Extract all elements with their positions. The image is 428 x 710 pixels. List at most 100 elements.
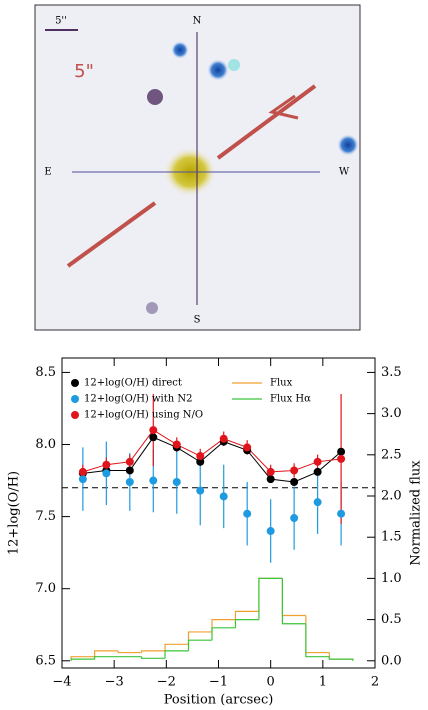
histogram-step [70,658,95,661]
x-tick-label: −2 [157,675,176,690]
legend-label: Flux [270,378,293,389]
histogram-step [305,615,330,654]
histogram-step [234,610,259,620]
histogram-step [211,618,236,632]
north-label: N [193,16,202,27]
histogram-step [94,650,119,657]
point [102,469,111,478]
legend-label: 12+log(O/H) with N2 [84,394,193,405]
histogram-step [187,639,212,651]
point [149,433,158,442]
point [290,514,299,523]
histogram-step [187,631,212,645]
histogram-step [140,656,166,659]
point [219,492,228,501]
point [266,475,275,484]
histogram-step [305,623,330,658]
point [125,457,134,466]
y2-tick-label: 2.0 [381,489,402,504]
point [337,509,346,518]
y-tick-label: 6.5 [35,653,56,668]
y2-tick-label: 3.0 [381,406,402,421]
legend-marker [71,411,79,419]
star [228,59,240,71]
point [196,452,205,461]
point [219,434,228,443]
histogram-step [328,656,354,661]
y-tick-label: 8.5 [35,365,56,380]
point [243,509,252,518]
star [207,59,229,81]
legend-label: 12+log(O/H) direct [84,378,182,389]
point [313,498,322,507]
point [243,443,252,452]
point [313,457,322,466]
slit [216,84,317,160]
scale-bar-label: 5'' [55,16,67,27]
star [337,134,359,156]
point [102,460,111,469]
series-line [82,429,342,473]
point [172,478,181,486]
point [149,426,158,435]
point [196,457,205,466]
point [78,475,87,484]
y2-tick-label: 2.5 [381,447,402,462]
point [78,467,87,476]
point [337,447,346,456]
y2-tick-label: 3.5 [381,365,402,380]
point [266,527,275,536]
y2-axis-label: Normalized flux [409,460,424,566]
x-tick-label: 0 [267,675,275,690]
histogram-step [281,578,306,625]
y-axis-label: 12+log(O/H) [7,471,22,555]
y2-tick-label: 1.5 [381,530,402,545]
plot-frame [61,357,376,669]
histogram-step [94,656,119,660]
histogram-step [164,650,189,659]
star [147,89,163,105]
histogram-step [164,643,189,651]
south-label: S [194,315,201,326]
x-tick-label: −3 [105,675,124,690]
point [172,440,181,449]
histogram-step [140,650,166,653]
series-line [82,436,342,483]
point [125,478,134,486]
y2-tick-label: 1.0 [381,571,402,586]
legend-label: 12+log(O/H) using N/O [84,410,203,421]
x-tick-label: −1 [209,675,228,690]
legend-label: Flux Hα [270,394,311,405]
histogram-step [258,577,283,612]
y2-tick-label: 0.5 [381,612,402,627]
x-axis-label: Position (arcsec) [164,693,274,708]
star [171,41,189,59]
point [337,454,346,463]
west-label: W [339,167,350,178]
scale-label: 5" [74,61,94,82]
histogram-step [281,578,306,617]
point [196,486,205,495]
y-tick-label: 7.5 [35,509,56,524]
x-tick-label: 2 [371,675,379,690]
histogram-step [258,577,283,620]
histogram-step [234,618,259,628]
point [290,478,299,486]
x-tick-label: 1 [319,675,327,690]
y-tick-label: 8.0 [35,437,56,452]
point [125,466,134,475]
point [313,467,322,476]
arrow-head [268,94,299,120]
point [290,466,299,475]
histogram-step [211,627,236,641]
histogram-step [117,650,142,654]
y-tick-label: 7.0 [35,581,56,596]
sky-image: 5'' 5" N S E W [34,4,361,331]
legend-marker [71,395,79,403]
slit [66,201,157,268]
x-tick-label: −4 [52,675,71,690]
east-label: E [44,167,51,178]
point [266,467,275,476]
y2-tick-label: 0.0 [381,653,402,668]
